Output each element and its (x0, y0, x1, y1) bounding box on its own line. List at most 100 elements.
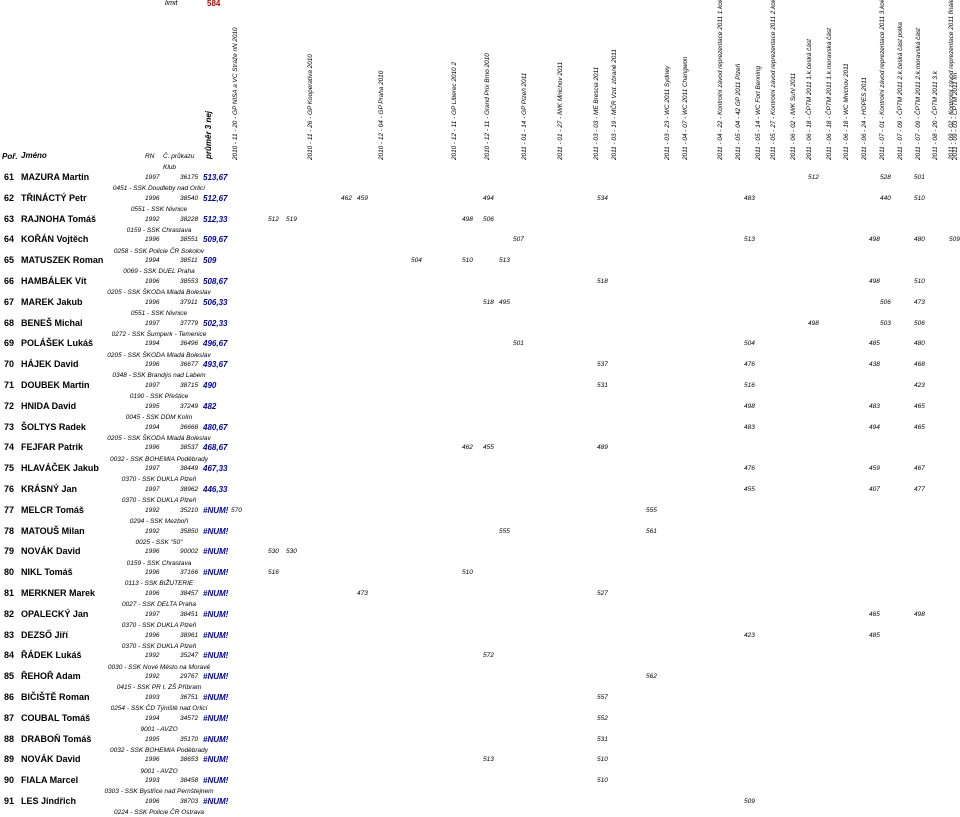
event-column-header: 2011 - 06 - 02 - IWK Suhl 2011 (790, 72, 797, 160)
row-score: 483 (744, 423, 755, 431)
pos-column-header: Poř. (2, 152, 18, 161)
row-club: 0272 - SSK Šumperk - Temenice (111, 330, 207, 338)
row-score: 555 (646, 506, 657, 514)
row-club: 0159 - SSK Chrastava (126, 559, 192, 567)
event-column-header: 2011 - 07 - 01 - Kontrolní závod repreze… (879, 0, 886, 160)
row-name: MAZURA Martin (21, 172, 90, 182)
row-card-number: 37166 (180, 569, 199, 577)
row-birth-year: 1992 (145, 652, 160, 660)
row-score: 530 (286, 548, 297, 556)
row-position: 80 (3, 567, 14, 578)
row-score: 561 (646, 527, 657, 535)
row-name: MERKNER Marek (21, 588, 96, 598)
row-score: 483 (869, 402, 880, 410)
row-score: 465 (914, 402, 925, 410)
row-position: 61 (3, 172, 14, 182)
event-column-header: 2011 - 05 - 14 - WC Fort Benning (755, 65, 762, 160)
row-score: 510 (914, 278, 925, 285)
row-score: 498 (869, 278, 880, 285)
row-score: 407 (869, 486, 880, 493)
row-card-number: 37779 (180, 319, 199, 327)
row-score: 480 (914, 340, 925, 348)
row-score: 570 (231, 506, 242, 514)
row-name: HAMBÁLEK Vít (21, 276, 87, 286)
row-score: 557 (597, 694, 608, 701)
row-club: 0032 - SSK BOHEMIA Poděbrady (109, 746, 209, 754)
row-card-number: 38457 (180, 590, 199, 597)
row-club: 0205 - SSK ŠKODA Mladá Boleslav (107, 434, 211, 442)
row-card-number: 38961 (180, 631, 199, 639)
row-average: 512,33 (203, 214, 228, 224)
row-position: 74 (3, 442, 14, 453)
row-birth-year: 1994 (145, 423, 160, 431)
row-club: 0027 - SSK DELTA Praha (122, 601, 196, 609)
row-birth-year: 1997 (145, 382, 160, 389)
row-score: 510 (462, 257, 473, 265)
row-position: 79 (3, 546, 14, 557)
row-club: 0113 - SSK BIŽUTERIE (124, 580, 194, 588)
row-average: #NUM! (203, 526, 229, 536)
row-average: 506,33 (203, 297, 228, 307)
row-average: #NUM! (203, 713, 229, 723)
event-column-header: 2011 - 01 - 27 - IWK Mnichov 2011 (557, 61, 564, 160)
row-club: 0032 - SSK BOHEMIA Poděbrady (109, 455, 209, 463)
limit-label: limit (165, 0, 178, 7)
row-club: 0551 - SSK Nivnice (130, 310, 188, 317)
row-name: COUBAL Tomáš (21, 712, 91, 723)
event-column-header: 2011 - 09 - 03 - ČPTM 2011 fin (952, 72, 959, 160)
row-score: 483 (744, 194, 755, 202)
row-birth-year: 1993 (145, 694, 160, 701)
row-score: 537 (597, 361, 608, 369)
row-position: 85 (3, 671, 14, 682)
row-score: 509 (949, 236, 960, 244)
row-average: 502,33 (203, 318, 228, 328)
row-average: #NUM! (203, 609, 229, 619)
row-score: 510 (462, 569, 473, 577)
row-average: 496,67 (203, 339, 228, 349)
row-club: 0294 - SSK Mezboří (129, 518, 189, 525)
row-club: 0348 - SSK Brandýs nad Labem (112, 372, 206, 380)
row-score: 485 (869, 631, 880, 639)
row-card-number: 36496 (180, 340, 199, 348)
row-card-number: 34572 (180, 714, 199, 722)
row-score: 512 (808, 174, 819, 181)
event-column-header: 2010 - 11 - 20 - GP NISA a VC Stráže nN … (232, 27, 239, 160)
event-column-header: 2011 - 06 - 18 - ČPTM 2011 1.k.česká čás… (806, 39, 813, 160)
row-score: 423 (914, 382, 925, 389)
row-average: #NUM! (203, 568, 229, 578)
row-name: MAREK Jakub (21, 296, 83, 307)
row-card-number: 38537 (180, 444, 199, 452)
row-birth-year: 1995 (145, 735, 160, 743)
row-club: 0451 - SSK Doudleby nad Orlicí (112, 185, 206, 193)
row-card-number: 37911 (180, 298, 198, 306)
row-birth-year: 1997 (145, 486, 160, 493)
row-score: 510 (597, 777, 608, 785)
row-average: #NUM! (203, 776, 229, 786)
event-column-header: 2010 - 12 - 11 - GP Liberec 2010 2 (451, 61, 458, 160)
row-score: 485 (869, 340, 880, 348)
row-birth-year: 1996 (145, 590, 160, 597)
row-name: NIKL Tomáš (21, 567, 73, 578)
event-column-header: 2010 - 12 - 11 - Grand Prix Brno 2010 (484, 53, 491, 160)
row-position: 62 (3, 192, 14, 203)
row-score: 504 (411, 257, 422, 265)
row-position: 84 (3, 650, 14, 661)
row-name: FEJFAR Patrik (21, 442, 84, 453)
row-position: 70 (3, 359, 14, 370)
row-card-number: 35850 (180, 527, 199, 535)
row-position: 90 (3, 775, 14, 786)
row-birth-year: 1992 (145, 527, 160, 535)
row-score: 531 (597, 382, 608, 389)
row-club: 0415 - SSK PR I. ZŠ Příbram (116, 684, 202, 692)
row-average: #NUM! (203, 672, 229, 682)
row-name: POLÁŠEK Lukáš (21, 338, 94, 349)
row-club: 0258 - SSK Policie ČR Sokolov (113, 247, 205, 255)
row-club: 9001 - AVZO (140, 726, 178, 733)
row-position: 82 (3, 608, 14, 619)
row-score: 498 (869, 236, 880, 244)
row-score: 489 (597, 444, 608, 452)
row-score: 507 (513, 236, 524, 244)
event-column-header: 2011 - 03 - 03 - ME Brescia 2011 (593, 66, 600, 160)
row-name: RAJNOHA Tomáš (21, 213, 97, 224)
row-average: 482 (203, 401, 217, 411)
